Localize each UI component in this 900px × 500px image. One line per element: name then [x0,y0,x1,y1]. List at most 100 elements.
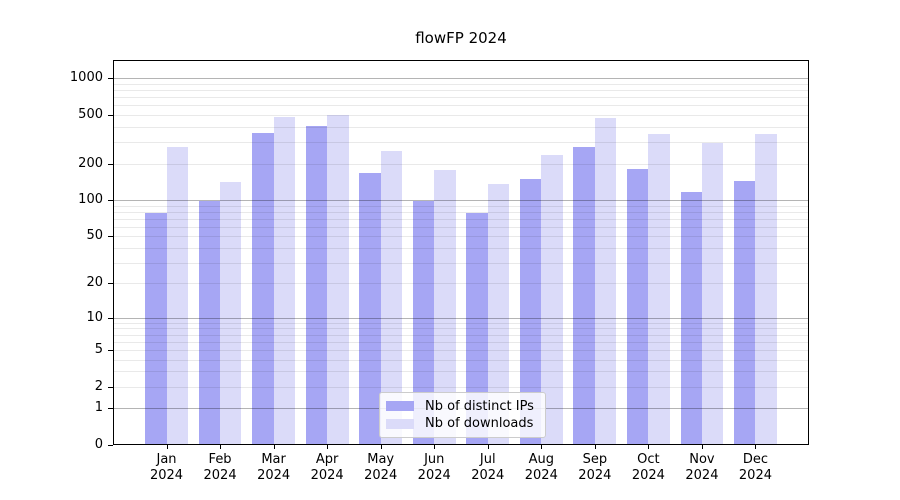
x-tick [701,445,703,449]
bar-distinct-ips [252,132,274,445]
bar-distinct-ips [734,180,756,445]
x-tick [327,445,329,449]
bar-downloads [327,114,349,445]
x-tick-year: 2024 [257,468,291,483]
bar-downloads [166,147,188,445]
gridline-minor [114,334,808,336]
legend-swatch-downloads [386,418,414,429]
y-tick [108,163,113,165]
y-tick [108,445,113,446]
bar-downloads [487,183,510,445]
legend-label-ips: Nb of distinct IPs [425,398,534,414]
x-tick-label: Dec 2024 [725,452,785,484]
x-tick [220,445,222,449]
gridline-minor [114,115,808,117]
y-tick [108,115,113,117]
x-tick-label: Apr 2024 [297,452,357,484]
x-tick [648,445,650,449]
y-tick [108,283,113,285]
legend-row-distinct-ips: Nb of distinct IPs [386,399,539,414]
x-tick [594,445,596,449]
chart-title: flowFP 2024 [415,29,507,47]
x-tick [434,445,436,449]
x-tick [487,445,489,449]
bar-downloads [434,169,456,445]
gridline-minor [114,262,808,264]
x-tick-year: 2024 [738,468,772,483]
x-tick [541,445,543,449]
x-tick-month: Jul [479,452,496,467]
x-tick-label: Feb 2024 [190,452,250,484]
bar-downloads [648,134,670,445]
gridline-minor [114,205,808,207]
x-tick [755,445,757,449]
x-tick-year: 2024 [524,468,558,483]
x-tick-month: Aug [528,452,554,467]
x-tick-label: Jan 2024 [137,452,197,484]
x-tick-label: Oct 2024 [618,452,678,484]
x-tick [273,445,275,449]
y-tick-label: 1000 [69,70,103,86]
y-tick-label: 10 [86,309,103,325]
x-tick-month: May [367,452,395,467]
gridline-minor [114,226,808,228]
y-tick-label: 50 [86,228,103,244]
x-tick-year: 2024 [364,468,398,483]
gridline-minor [114,322,808,324]
gridline-minor [114,97,808,99]
x-tick-month: Dec [742,452,769,467]
x-tick-month: Feb [208,452,232,467]
bar-distinct-ips [198,200,221,445]
bar-distinct-ips [626,168,649,445]
y-tick-label: 20 [86,275,103,291]
bar-downloads [220,181,242,445]
y-tick [108,236,113,238]
gridline-minor [114,105,808,107]
gridline-minor [114,142,808,144]
gridline-minor [114,386,808,388]
x-tick-label: Nov 2024 [672,452,732,484]
y-tick [108,200,113,202]
y-tick-label: 200 [78,155,103,171]
x-tick-month: Jan [156,452,177,467]
legend: Nb of distinct IPs Nb of downloads [379,392,546,438]
y-tick [108,386,113,388]
bar-downloads [273,116,296,445]
y-tick-label: 500 [78,107,103,123]
gridline-minor [114,349,808,351]
bar-distinct-ips [519,179,542,445]
gridline-minor [114,126,808,128]
gridline-major [114,78,808,80]
bar-distinct-ips [412,200,435,445]
x-tick-label: Jun 2024 [404,452,464,484]
y-tick [108,78,113,80]
x-tick-year: 2024 [471,468,505,483]
y-tick-label: 5 [94,341,103,357]
x-tick-year: 2024 [685,468,719,483]
y-tick [108,408,113,410]
x-tick-month: Apr [315,452,339,467]
x-tick-month: Jun [424,452,445,467]
gridline-minor [114,236,808,238]
x-tick [166,445,168,449]
gridline-major [114,200,808,202]
x-tick-year: 2024 [578,468,612,483]
x-tick-year: 2024 [631,468,665,483]
x-tick-year: 2024 [203,468,237,483]
y-tick-label: 100 [78,192,103,208]
x-tick-year: 2024 [417,468,451,483]
gridline-minor [114,328,808,330]
x-tick-month: Sep [582,452,608,467]
x-tick-month: Nov [689,452,715,467]
x-tick-label: May 2024 [351,452,411,484]
x-tick-label: Aug 2024 [511,452,571,484]
x-tick-label: Jul 2024 [458,452,518,484]
x-tick-label: Mar 2024 [244,452,304,484]
bar-downloads [755,134,777,445]
x-tick-year: 2024 [149,468,184,483]
gridline-minor [114,83,808,85]
x-tick-label: Sep 2024 [565,452,625,484]
gridline-minor [114,359,808,361]
legend-row-downloads: Nb of downloads [386,416,539,431]
